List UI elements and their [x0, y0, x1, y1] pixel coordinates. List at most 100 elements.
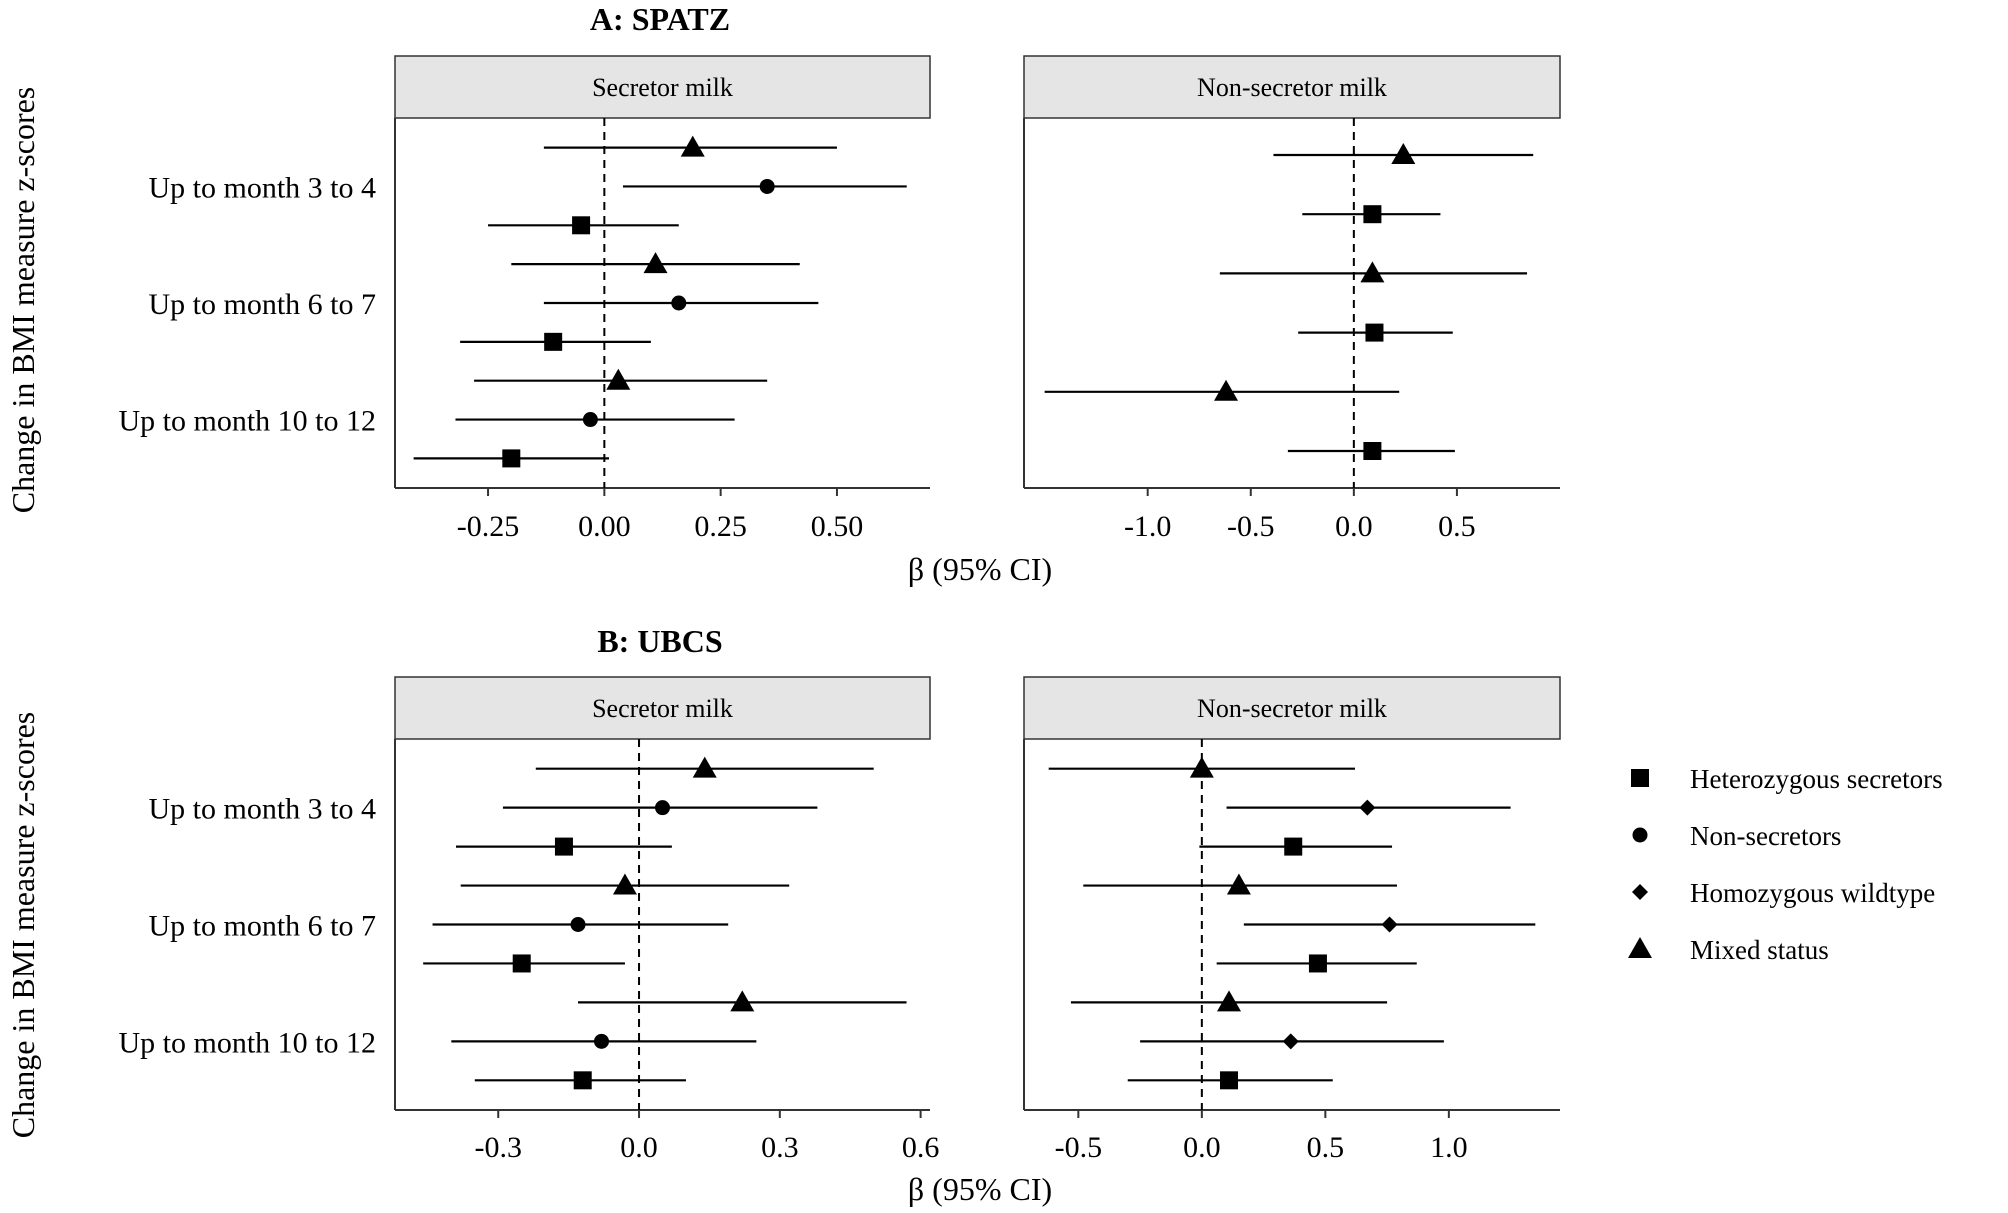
estimate-up-to-month-10-to-12-mixed-status — [474, 368, 768, 390]
estimate-up-to-month-3-to-4-homozygous-wildtype — [1226, 799, 1511, 816]
legend-item-mixed-status: Mixed status — [1628, 935, 1829, 965]
facet-strip — [394, 676, 931, 740]
point-marker-circle — [582, 412, 598, 428]
estimate-up-to-month-6-to-7-mixed-status — [511, 252, 800, 274]
legend-key-square — [1631, 769, 1649, 787]
estimate-up-to-month-3-to-4-heterozygous-secretors — [456, 837, 672, 856]
estimate-up-to-month-10-to-12-heterozygous-secretors — [413, 449, 609, 468]
point-marker-square — [1284, 837, 1303, 856]
estimate-up-to-month-3-to-4-non-secretors — [622, 178, 907, 194]
estimate-up-to-month-3-to-4-mixed-status — [535, 756, 874, 778]
point-marker-triangle — [680, 135, 705, 157]
panel-a-spatz: A: SPATZ Change in BMI measure z-scores β … — [5, 1, 1561, 587]
point-marker-diamond — [1282, 1033, 1299, 1050]
x-tick-label: 0.0 — [1335, 510, 1373, 543]
estimate-up-to-month-3-to-4-mixed-status — [543, 135, 837, 157]
point-marker-diamond — [1359, 799, 1376, 816]
point-marker-square — [572, 216, 591, 235]
x-axis-title: β (95% CI) — [908, 551, 1052, 587]
point-marker-triangle — [1189, 756, 1214, 778]
panel-title: B: UBCS — [597, 623, 722, 659]
legend-key-circle — [1632, 827, 1648, 843]
estimate-up-to-month-6-to-7-non-secretors — [543, 295, 819, 311]
estimate-up-to-month-10-to-12-heterozygous-secretors — [1287, 442, 1455, 460]
point-marker-square — [573, 1071, 592, 1090]
point-marker-circle — [593, 1033, 609, 1049]
point-marker-triangle — [606, 368, 631, 390]
facet-strip — [1023, 676, 1561, 740]
estimate-up-to-month-10-to-12-mixed-status — [578, 990, 907, 1012]
legend-item-homozygous-wildtype: Homozygous wildtype — [1632, 878, 1935, 908]
x-tick-label: -0.3 — [474, 1131, 522, 1164]
estimate-up-to-month-6-to-7-mixed-status — [1219, 261, 1528, 283]
estimate-up-to-month-6-to-7-heterozygous-secretors — [1298, 323, 1453, 342]
estimate-up-to-month-3-to-4-mixed-status — [1048, 756, 1355, 778]
x-tick-label: 0.6 — [902, 1131, 940, 1164]
x-tick-label: -0.25 — [457, 510, 520, 543]
legend: Heterozygous secretors Non-secretors Homoz… — [1628, 764, 1943, 965]
point-marker-circle — [759, 178, 775, 194]
x-tick-label: 0.0 — [620, 1131, 658, 1164]
facet-strip — [1023, 55, 1561, 119]
y-axis-title: Change in BMI measure z-scores — [5, 712, 41, 1139]
estimate-up-to-month-6-to-7-heterozygous-secretors — [1216, 954, 1417, 973]
y-axis-title: Change in BMI measure z-scores — [5, 87, 41, 514]
facet-strip-label: Secretor milk — [592, 73, 733, 102]
x-tick-label: 0.0 — [1183, 1131, 1221, 1164]
point-marker-triangle — [1391, 143, 1416, 164]
facet-secretor-milk: Secretor milk -0.3 0.0 0.3 0.6 — [394, 676, 940, 1164]
x-tick-label: 1.0 — [1430, 1131, 1468, 1164]
point-marker-square — [502, 449, 521, 468]
estimate-up-to-month-3-to-4-non-secretors — [502, 800, 818, 816]
x-axis-title: β (95% CI) — [908, 1171, 1052, 1207]
point-marker-triangle — [1360, 261, 1385, 283]
point-marker-square — [1308, 954, 1327, 973]
estimate-up-to-month-3-to-4-mixed-status — [1273, 143, 1534, 164]
point-marker-triangle — [692, 756, 717, 778]
estimate-up-to-month-6-to-7-non-secretors — [432, 917, 729, 932]
facet-non-secretor-milk: Non-secretor milk -1.0 -0.5 0.0 0.5 — [1023, 55, 1561, 543]
legend-item-heterozygous-secretors: Heterozygous secretors — [1631, 764, 1943, 794]
legend-label: Heterozygous secretors — [1690, 764, 1943, 794]
estimate-up-to-month-10-to-12-mixed-status — [1044, 379, 1400, 401]
facet-secretor-milk: Secretor milk -0.25 0.00 0.25 0.50 — [394, 55, 931, 543]
x-tick-label: 0.5 — [1307, 1131, 1345, 1164]
x-tick-label: 0.5 — [1438, 510, 1476, 543]
point-marker-triangle — [643, 252, 668, 274]
estimate-up-to-month-6-to-7-mixed-status — [1083, 873, 1397, 895]
x-tick-label: -1.0 — [1124, 510, 1172, 543]
category-label-up-to-month-6-to-7: Up to month 6 to 7 — [148, 288, 376, 321]
category-label-up-to-month-6-to-7: Up to month 6 to 7 — [148, 910, 376, 943]
estimate-up-to-month-6-to-7-heterozygous-secretors — [460, 332, 651, 351]
legend-label: Non-secretors — [1690, 821, 1841, 851]
x-tick-label: 0.00 — [578, 510, 631, 543]
estimate-up-to-month-6-to-7-homozygous-wildtype — [1243, 916, 1536, 933]
facet-strip-label: Non-secretor milk — [1197, 73, 1387, 102]
estimate-up-to-month-6-to-7-mixed-status — [460, 873, 790, 895]
legend-item-non-secretors: Non-secretors — [1632, 821, 1841, 851]
point-marker-square — [1363, 205, 1382, 224]
x-tick-label: 0.50 — [811, 510, 864, 543]
point-marker-circle — [570, 917, 586, 932]
estimate-up-to-month-10-to-12-non-secretors — [451, 1033, 757, 1049]
point-marker-diamond — [1381, 916, 1398, 933]
point-marker-square — [1365, 323, 1384, 342]
legend-label: Mixed status — [1690, 935, 1829, 965]
point-marker-square — [544, 332, 563, 351]
category-label-up-to-month-3-to-4: Up to month 3 to 4 — [148, 171, 376, 204]
legend-key-triangle — [1628, 937, 1652, 958]
category-label-up-to-month-10-to-12: Up to month 10 to 12 — [118, 405, 376, 438]
facet-strip-label: Non-secretor milk — [1197, 694, 1387, 723]
estimate-up-to-month-3-to-4-heterozygous-secretors — [1302, 205, 1441, 224]
point-marker-triangle — [1226, 873, 1251, 895]
estimate-up-to-month-6-to-7-heterozygous-secretors — [423, 954, 625, 973]
estimate-up-to-month-3-to-4-heterozygous-secretors — [488, 216, 679, 235]
category-label-up-to-month-3-to-4: Up to month 3 to 4 — [148, 793, 376, 826]
point-marker-square — [1220, 1071, 1239, 1090]
facet-strip-label: Secretor milk — [592, 694, 733, 723]
estimate-up-to-month-10-to-12-heterozygous-secretors — [1127, 1071, 1333, 1090]
point-marker-square — [554, 837, 573, 856]
x-tick-label: 0.3 — [761, 1131, 799, 1164]
point-marker-triangle — [1214, 379, 1239, 401]
